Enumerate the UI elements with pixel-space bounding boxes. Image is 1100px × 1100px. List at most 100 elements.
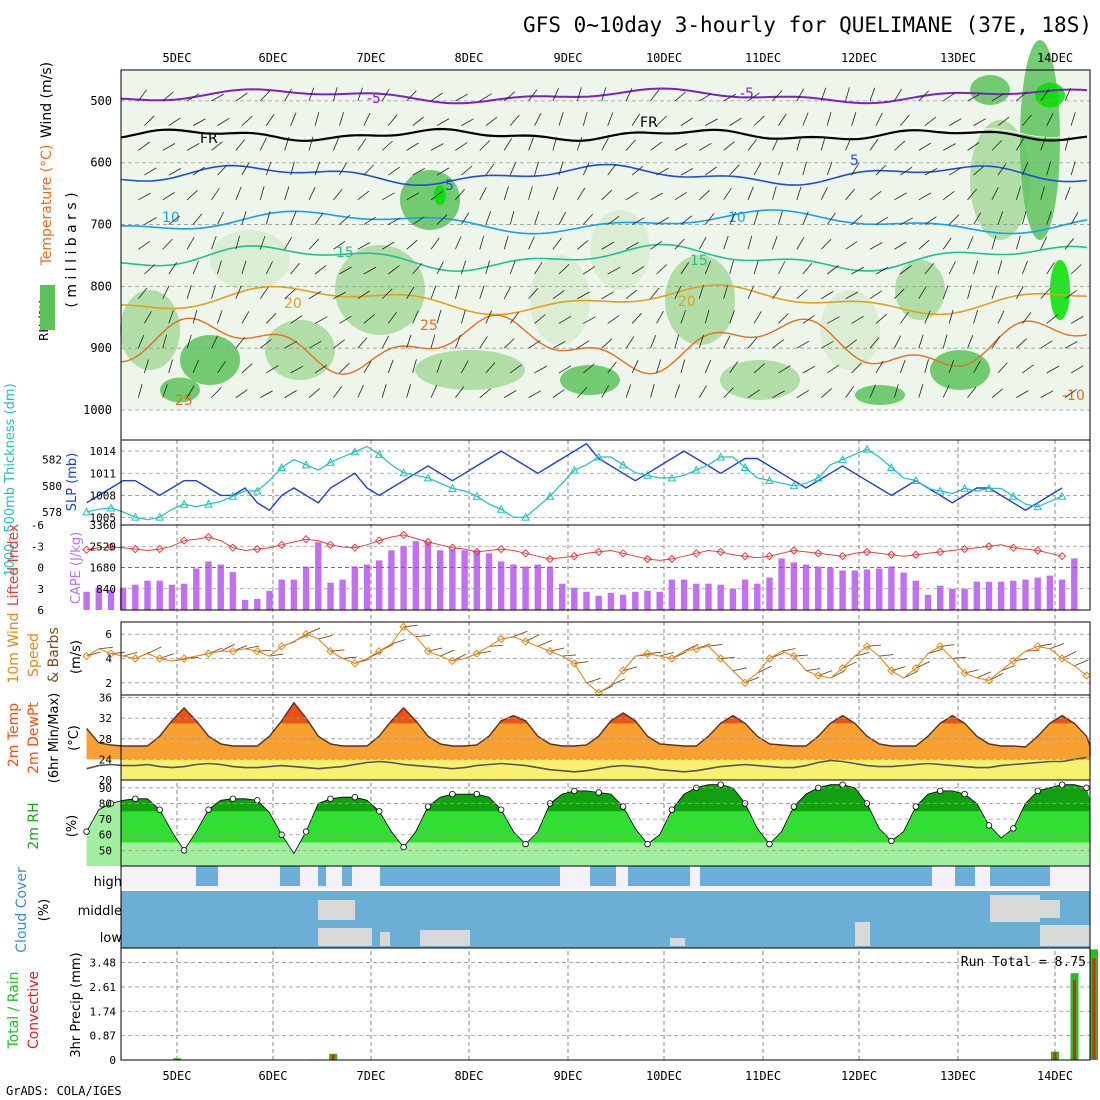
wind-barb: [461, 360, 469, 374]
wind-barb: [314, 316, 328, 324]
temp-contour-20: [120, 284, 1088, 316]
wind-barb: [656, 264, 668, 275]
li-tick-label: -6: [31, 519, 44, 532]
wind-barb: [339, 266, 352, 275]
wind-barb: [381, 88, 390, 102]
wind-barb: [601, 87, 607, 102]
wind-barb: [235, 139, 246, 151]
wind-barb: [363, 216, 376, 225]
wind-barb: [186, 190, 198, 201]
wind-barb: [265, 210, 271, 225]
wind-barb: [388, 166, 401, 176]
wind-barb: [455, 386, 465, 398]
wind-barb: [1021, 260, 1028, 275]
wind10m-barb: [220, 643, 235, 652]
wind-barb: [875, 216, 889, 225]
wind-barb: [217, 164, 228, 176]
wind10m-line-point: [960, 668, 969, 678]
wind-barb: [997, 310, 1005, 324]
wind-barb: [601, 189, 613, 201]
temp-contour-label: 20: [678, 294, 696, 310]
wind-barb: [211, 335, 219, 349]
wind10m-line-point: [692, 644, 701, 653]
lifted-index-line-point: [838, 551, 847, 561]
wind-barb: [211, 285, 216, 299]
cape-bar: [802, 564, 810, 610]
wind-barb: [138, 192, 151, 201]
wind10m-barb: [586, 677, 601, 684]
cape-bar: [95, 587, 102, 610]
rh2m-line-point: [449, 790, 456, 798]
thickness-line-point: [521, 512, 530, 521]
lifted-index-line: [86, 534, 1063, 561]
wind10m-line-point: [375, 646, 384, 656]
wind10m-barb: [98, 646, 113, 650]
slp-axis-title: SLP (mb): [65, 453, 80, 512]
wind10m-barb: [1037, 643, 1052, 647]
li-tick-label: 3: [37, 583, 44, 596]
wind10m-barb: [659, 652, 674, 657]
wind-barb: [698, 285, 704, 299]
wind-barb: [625, 242, 639, 250]
wind-barb: [772, 339, 784, 349]
cloud-high-segment: [342, 866, 352, 886]
rh2m-line-point: [205, 806, 212, 813]
wind-barb: [186, 93, 200, 102]
temp-contour-label: 15: [690, 253, 708, 269]
wind-barb: [1064, 341, 1078, 349]
wind-barb: [851, 315, 864, 324]
thickness-line-point: [740, 462, 750, 471]
wind-barb: [339, 362, 350, 374]
wind-barb: [192, 260, 199, 275]
wind-barb: [973, 165, 985, 176]
thickness-tick-label: 582: [42, 454, 62, 467]
cape-bar: [790, 562, 797, 610]
rh-shade-area: [265, 320, 335, 380]
wind-barb: [333, 240, 346, 250]
wind-barb: [308, 290, 322, 300]
cloud-level-high: high: [94, 875, 122, 890]
wind-barb: [314, 112, 320, 126]
wind-barb: [461, 165, 473, 176]
wind10m-barb: [537, 639, 552, 647]
wind-barb: [607, 163, 617, 176]
cloud-high-segment: [196, 866, 218, 886]
wind-barb: [650, 192, 663, 201]
rh2m-line-point: [1034, 787, 1041, 795]
lifted-index-line-point: [1057, 551, 1067, 561]
cape-bar: [302, 566, 310, 610]
lifted-index-line-point: [423, 537, 433, 547]
wind-barb: [406, 239, 418, 250]
wind-barb: [168, 310, 174, 324]
wind-barb: [259, 235, 266, 250]
dewpoint-axis-title: 2m DewPt: [26, 702, 42, 774]
wind-barb: [577, 187, 586, 201]
rh-shade-area: [970, 75, 1010, 105]
wind-barb: [162, 238, 173, 250]
wind-barb: [1064, 238, 1075, 250]
day-label-bottom: 5DEC: [163, 1069, 192, 1083]
wind-barb: [186, 385, 195, 398]
precip-tick-label: 0: [109, 1054, 116, 1067]
thickness-line-point: [1057, 491, 1067, 500]
wind10m-line-point: [594, 688, 603, 697]
wind-barb: [674, 238, 685, 250]
wind-barb: [577, 340, 590, 349]
cape-frame: [120, 524, 1091, 611]
cape-bar: [997, 581, 1005, 610]
wind-barb: [772, 235, 778, 250]
wind-barb: [918, 192, 932, 201]
wind10m-panel: [82, 622, 1091, 697]
wind10m-barb: [245, 645, 260, 650]
wind-barb: [552, 186, 559, 200]
wind-barb: [479, 140, 491, 151]
cape-bar: [961, 588, 968, 611]
wind-barb: [290, 211, 297, 225]
wind-barb: [333, 339, 345, 349]
wind-barb: [363, 314, 375, 324]
wind10m-line-point: [643, 649, 652, 658]
thickness-line-point: [350, 447, 360, 456]
wind-barb: [723, 387, 734, 398]
wind-barb: [241, 311, 250, 324]
wind-barb: [406, 142, 419, 151]
